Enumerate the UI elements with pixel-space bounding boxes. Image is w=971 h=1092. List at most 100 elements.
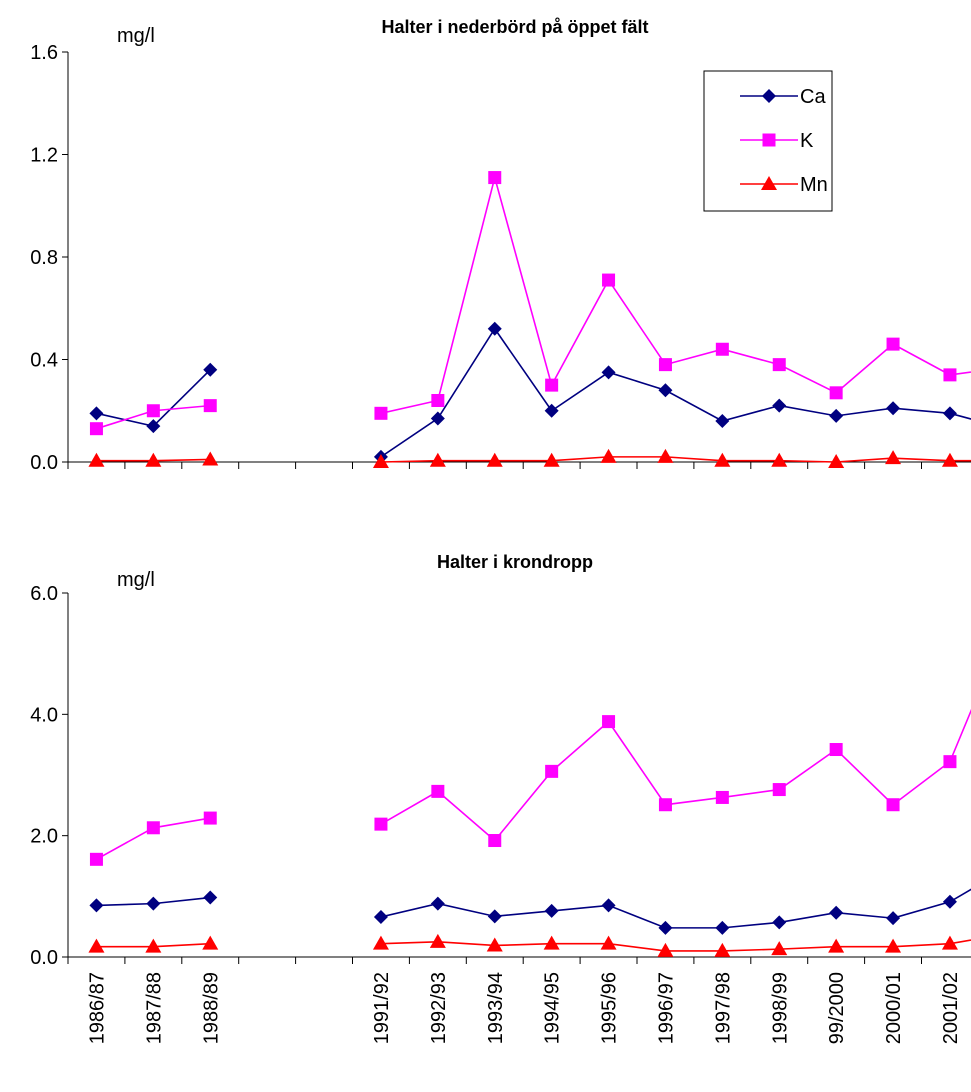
data-point-mn [543, 452, 560, 467]
x-category-label: 1994/95 [542, 972, 564, 1044]
data-point-k [374, 406, 388, 420]
data-point-ca [829, 905, 844, 920]
x-category-label: 1991/92 [371, 972, 393, 1044]
data-point-k [89, 852, 103, 866]
data-point-mn [941, 935, 958, 950]
data-point-k [488, 171, 502, 185]
y-tick-label: 0.0 [30, 452, 58, 474]
data-point-ca [146, 896, 161, 911]
data-point-ca [373, 909, 388, 924]
data-point-k [943, 368, 957, 382]
data-point-k [545, 378, 559, 392]
data-point-k [772, 783, 786, 797]
data-point-ca [942, 406, 957, 421]
data-point-mn [486, 452, 503, 467]
data-point-mn [202, 935, 219, 950]
x-category-label: 1993/94 [485, 972, 507, 1044]
data-point-k [431, 784, 445, 798]
data-point-ca [601, 898, 616, 913]
data-point-k [829, 386, 843, 400]
data-point-mn [771, 941, 788, 956]
data-point-mn [88, 452, 105, 467]
data-point-ca [942, 894, 957, 909]
x-category-label: 1995/96 [599, 972, 621, 1044]
data-point-mn [429, 452, 446, 467]
data-point-k [715, 342, 729, 356]
series-line-mn [380, 456, 971, 463]
data-point-k [886, 798, 900, 812]
data-point-mn [885, 450, 902, 465]
x-category-label: 1992/93 [428, 972, 450, 1044]
series-line-ca [380, 888, 971, 929]
x-category-label: 1996/97 [655, 972, 677, 1044]
data-point-ca [544, 403, 559, 418]
data-point-ca [886, 401, 901, 416]
data-point-mn [543, 935, 560, 950]
legend-label-k: K [800, 130, 814, 152]
chart-title: Halter i krondropp [437, 552, 593, 572]
data-point-mn [486, 937, 503, 952]
x-category-label: 1998/99 [769, 972, 791, 1044]
data-point-mn [88, 938, 105, 953]
data-point-mn [657, 942, 674, 957]
data-point-k [829, 743, 843, 757]
y-tick-label: 0.4 [30, 350, 58, 372]
data-point-k [89, 422, 103, 436]
x-category-label: 1988/89 [200, 972, 222, 1044]
data-point-mn [771, 452, 788, 467]
data-point-ca [89, 898, 104, 913]
x-category-label: 99/2000 [826, 972, 848, 1044]
data-point-ca [886, 911, 901, 926]
data-point-ca [658, 920, 673, 935]
y-tick-label: 6.0 [30, 583, 58, 605]
data-point-k [658, 358, 672, 372]
data-point-k [772, 358, 786, 372]
data-point-ca [772, 915, 787, 930]
y-tick-label: 1.6 [30, 42, 58, 64]
y-tick-label: 1.2 [30, 145, 58, 167]
y-tick-label: 0.0 [30, 947, 58, 969]
data-point-ca [430, 411, 445, 426]
data-point-mn [372, 935, 389, 950]
data-point-ca [772, 398, 787, 413]
chart-title: Halter i nederbörd på öppet fält [381, 17, 648, 37]
data-point-mn [657, 448, 674, 463]
data-point-ca [203, 362, 218, 377]
x-category-label: 1986/87 [86, 972, 108, 1044]
data-point-k [886, 337, 900, 351]
data-point-ca [430, 896, 445, 911]
series-line-k [380, 174, 971, 415]
data-point-mn [429, 933, 446, 948]
data-point-k [602, 715, 616, 729]
data-point-mn [828, 938, 845, 953]
legend-marker [762, 133, 776, 147]
x-category-label: 1987/88 [143, 972, 165, 1044]
series-line-mn [380, 939, 971, 952]
series-line-k [380, 708, 971, 842]
data-point-ca [715, 920, 730, 935]
y-tick-label: 2.0 [30, 826, 58, 848]
data-point-ca [544, 903, 559, 918]
data-point-k [715, 790, 729, 804]
data-point-k [545, 764, 559, 778]
data-point-mn [145, 452, 162, 467]
series-line-ca [96, 369, 211, 428]
data-point-mn [714, 942, 731, 957]
data-point-k [203, 811, 217, 825]
legend-marker [762, 89, 776, 103]
data-point-mn [600, 448, 617, 463]
data-point-mn [941, 452, 958, 467]
data-point-k [431, 394, 445, 407]
data-point-mn [828, 454, 845, 468]
data-point-k [146, 821, 160, 835]
data-point-ca [203, 890, 218, 905]
x-category-label: 2001/02 [940, 972, 962, 1044]
data-point-ca [89, 406, 104, 421]
y-unit-label: mg/l [117, 25, 155, 47]
data-point-ca [715, 414, 730, 428]
series-line-ca [380, 327, 971, 458]
legend-label-ca: Ca [800, 86, 826, 108]
data-point-k [203, 399, 217, 413]
data-point-k [488, 834, 502, 848]
